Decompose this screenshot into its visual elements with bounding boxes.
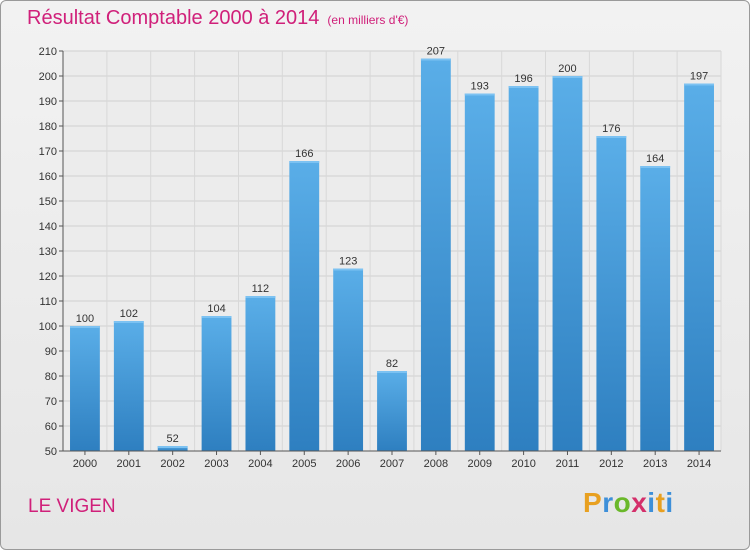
data-label: 207 [427, 46, 445, 58]
data-label: 193 [471, 81, 489, 93]
y-tick-label: 110 [39, 296, 57, 308]
logo-letter: x [631, 487, 648, 518]
bar-highlight [157, 446, 188, 448]
bar [201, 316, 232, 451]
data-label: 196 [514, 73, 532, 85]
x-tick-label: 2009 [467, 458, 491, 470]
bar [157, 446, 188, 451]
chart-subtitle: (en milliers d'€) [327, 13, 409, 27]
x-tick-label: 2014 [687, 458, 711, 470]
bar-highlight [640, 166, 671, 168]
bars-layer: 100 102 52 104 112 166 123 82 207 193 196 200 176 164… [70, 46, 714, 451]
bar [596, 136, 627, 451]
x-tick-label: 2003 [204, 458, 228, 470]
x-tick-label: 2010 [511, 458, 535, 470]
y-tick-label: 70 [45, 396, 57, 408]
logo-letter: i [665, 487, 674, 518]
data-label: 164 [646, 153, 664, 165]
bar [377, 371, 407, 451]
x-tick-label: 2005 [292, 458, 316, 470]
y-tick-label: 60 [45, 421, 57, 433]
bar-highlight [508, 86, 539, 88]
y-tick-label: 180 [39, 121, 57, 133]
logo-letter: o [613, 487, 632, 518]
bar [464, 93, 495, 451]
data-label: 112 [252, 283, 270, 295]
y-tick-label: 90 [45, 346, 57, 358]
commune-name: LE VIGEN [28, 496, 116, 517]
x-tick-label: 2001 [117, 458, 141, 470]
logo-letter: P [583, 487, 603, 518]
axis-layer: 50 60 70 80 90 100 110 120 130 140 150 160 170 180 190… [39, 46, 721, 470]
y-tick-label: 130 [39, 246, 57, 258]
y-tick-label: 210 [39, 46, 57, 58]
proxiti-logo: Proxiti [583, 487, 674, 519]
data-label: 82 [386, 358, 398, 370]
bar-highlight [333, 268, 364, 271]
bar-highlight [552, 76, 583, 78]
data-label: 197 [690, 71, 708, 83]
bar [552, 76, 583, 451]
x-tick-label: 2013 [643, 458, 667, 470]
bar [640, 166, 671, 451]
y-tick-label: 100 [39, 321, 57, 333]
bar [245, 296, 276, 451]
data-label: 104 [207, 303, 225, 315]
y-tick-label: 150 [39, 196, 57, 208]
x-tick-label: 2007 [380, 458, 404, 470]
data-label: 166 [295, 148, 313, 160]
bar-highlight [70, 326, 100, 328]
bar-highlight [684, 83, 714, 86]
bar [113, 321, 144, 451]
title-text: Résultat Comptable 2000 à 2014 [27, 7, 320, 29]
x-tick-label: 2012 [599, 458, 623, 470]
y-tick-label: 160 [39, 171, 57, 183]
bar-highlight [113, 321, 144, 323]
data-label: 200 [558, 63, 576, 75]
data-label: 123 [339, 256, 357, 268]
x-tick-label: 2006 [336, 458, 360, 470]
y-tick-label: 80 [45, 371, 57, 383]
bar-highlight [420, 58, 451, 61]
data-label: 100 [76, 313, 94, 325]
bar-highlight [377, 371, 407, 373]
y-tick-label: 50 [45, 446, 57, 458]
x-tick-label: 2002 [160, 458, 184, 470]
bar [333, 268, 364, 451]
x-tick-label: 2000 [73, 458, 97, 470]
y-tick-label: 190 [39, 96, 57, 108]
data-label: 52 [167, 433, 179, 445]
x-tick-label: 2011 [556, 458, 580, 470]
logo-letter: r [602, 487, 614, 518]
y-tick-label: 120 [39, 271, 57, 283]
logo-letter: i [647, 487, 656, 518]
bar [420, 58, 451, 451]
y-tick-label: 170 [39, 146, 57, 158]
bar-highlight [596, 136, 627, 138]
bar [70, 326, 100, 451]
y-tick-label: 200 [39, 71, 57, 83]
logo-letter: t [655, 487, 666, 518]
bar [684, 83, 714, 451]
bar-highlight [201, 316, 232, 318]
data-label: 102 [120, 308, 138, 320]
data-label: 176 [602, 123, 620, 135]
x-tick-label: 2008 [424, 458, 448, 470]
bar [289, 161, 320, 451]
chart-title: Résultat Comptable 2000 à 2014 (en millie… [27, 7, 408, 30]
x-tick-label: 2004 [248, 458, 272, 470]
bar-highlight [464, 93, 495, 96]
bar [508, 86, 539, 451]
y-tick-label: 140 [39, 221, 57, 233]
bar-highlight [289, 161, 320, 163]
bar-highlight [245, 296, 276, 298]
